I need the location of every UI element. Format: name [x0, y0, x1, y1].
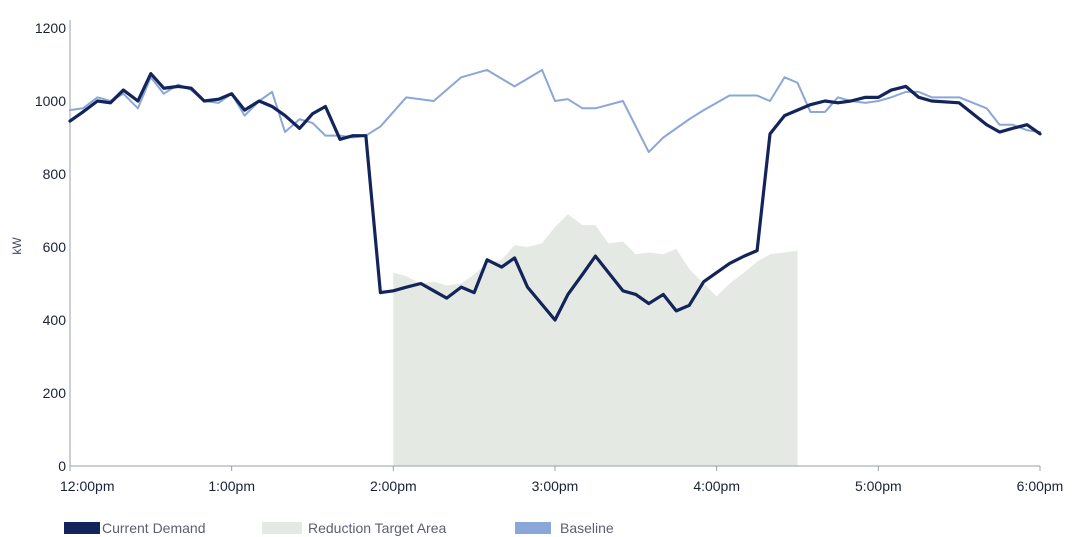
- x-tick-label: 5:00pm: [855, 478, 902, 494]
- x-ticks: 12:00pm 1:00pm 2:00pm 3:00pm 4:00pm 5:00pm 6:0…: [60, 466, 1063, 494]
- x-tick-label: 4:00pm: [693, 478, 740, 494]
- y-tick-label: 800: [43, 166, 67, 182]
- reduction-target-area: [393, 214, 797, 466]
- x-tick-label: 12:00pm: [60, 478, 114, 494]
- legend-label-baseline: Baseline: [560, 520, 614, 536]
- baseline-line: [70, 70, 1040, 152]
- y-tick-label: 1000: [35, 93, 66, 109]
- y-ticks: 0 200 400 600 800 1000 1200: [35, 20, 66, 474]
- x-tick-label: 6:00pm: [1017, 478, 1064, 494]
- y-tick-label: 1200: [35, 20, 66, 36]
- y-tick-label: 0: [58, 458, 66, 474]
- legend-swatch-current-demand: [64, 522, 100, 534]
- legend: Current Demand Reduction Target Area Basel…: [64, 520, 614, 536]
- legend-swatch-baseline: [515, 522, 551, 534]
- legend-swatch-reduction-area: [262, 522, 302, 534]
- y-tick-label: 600: [43, 239, 67, 255]
- y-tick-label: 200: [43, 385, 67, 401]
- reduction-target-area-layer: [393, 214, 797, 466]
- legend-label-current-demand: Current Demand: [102, 520, 206, 536]
- legend-label-reduction-area: Reduction Target Area: [308, 520, 446, 536]
- x-tick-label: 3:00pm: [532, 478, 579, 494]
- x-tick-label: 2:00pm: [370, 478, 417, 494]
- y-tick-label: 400: [43, 312, 67, 328]
- y-axis-title: kW: [10, 237, 24, 255]
- x-tick-label: 1:00pm: [208, 478, 255, 494]
